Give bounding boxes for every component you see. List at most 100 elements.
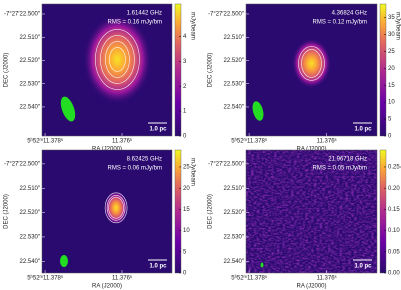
- y-tick-label: -7°27′22.500″: [4, 12, 41, 18]
- colorbar-tick-label: 5: [183, 249, 187, 255]
- colorbar-tick-label: 15: [183, 207, 190, 213]
- y-axis-label: DEC (J2000): [208, 53, 214, 88]
- scalebar-label: 1.0 pc: [354, 264, 372, 270]
- colorbar-tick-label: 0.15: [388, 207, 400, 213]
- rms-label: RMS = 0.12 mJy/bm: [312, 20, 367, 26]
- x-tick-label: 11.376ˢ: [112, 276, 132, 282]
- contour: [106, 195, 126, 221]
- frame: [41, 3, 173, 137]
- colorbar-tick-label: 20: [388, 66, 395, 72]
- rms-label: RMS = 0.05 mJy/bm: [312, 166, 367, 172]
- colorbar-label: mJy/beam: [399, 158, 401, 186]
- y-tick-label: 22.520″: [20, 210, 41, 216]
- y-tick-label: -7°27′22.500″: [4, 161, 41, 167]
- colorbar-tick-label: 25: [388, 49, 395, 55]
- x-tick-label: 5ʰ52ᵐ11.378ˢ: [27, 138, 63, 145]
- contour: [105, 41, 130, 78]
- x-tick-label: 5ʰ52ᵐ11.378ˢ: [231, 138, 267, 145]
- colorbar-tick-label: 30: [388, 32, 395, 38]
- colorbar-label: mJy/beam: [189, 158, 195, 186]
- y-tick-label: 22.510″: [20, 35, 41, 41]
- y-tick-label: 22.530″: [20, 235, 41, 241]
- noise: [246, 150, 377, 273]
- colorbar-tick-label: 0: [183, 271, 187, 277]
- x-axis-label: RA (J2000): [92, 284, 122, 290]
- y-tick-label: 22.520″: [20, 58, 41, 64]
- beam: [260, 262, 264, 268]
- x-axis-label: RA (J2000): [296, 284, 326, 290]
- x-tick-label: 5ʰ52ᵐ11.378ˢ: [231, 275, 267, 282]
- colorbar-tick-label: 0.05: [388, 249, 400, 255]
- y-tick-label: 22.510″: [224, 186, 245, 192]
- scalebar-label: 1.0 pc: [149, 127, 167, 133]
- colorbar-tick-label: 20: [183, 186, 190, 192]
- contour: [298, 46, 325, 81]
- colorbar-label: mJy/beam: [394, 12, 400, 40]
- contour: [109, 47, 126, 72]
- colorbar-tick-label: 1: [183, 109, 187, 115]
- y-tick-label: 22.540″: [20, 259, 41, 265]
- y-axis-label: DEC (J2000): [4, 194, 10, 229]
- y-tick-label: 22.510″: [224, 35, 245, 41]
- contour: [95, 29, 140, 90]
- colorbar-tick-label: 0.00: [388, 271, 400, 277]
- colorbar-tick-label: 0: [388, 134, 392, 140]
- contour: [104, 192, 128, 224]
- y-tick-label: 22.540″: [224, 259, 245, 265]
- x-axis-label: RA (J2000): [296, 147, 326, 153]
- y-tick-label: 22.540″: [224, 105, 245, 111]
- y-tick-label: 22.530″: [224, 235, 245, 241]
- emission: [292, 38, 331, 89]
- colorbar-tick-label: 10: [388, 100, 395, 106]
- frequency-label: 21.96718 GHz: [328, 157, 367, 163]
- colorbar-label: mJy/beam: [189, 12, 195, 40]
- colorbar-tick-label: 35: [388, 15, 395, 21]
- y-axis-label: DEC (J2000): [4, 53, 10, 88]
- frame: [41, 149, 173, 274]
- colorbar-tick-label: 5: [388, 117, 392, 123]
- contour: [108, 197, 124, 219]
- emission: [104, 190, 128, 225]
- frequency-label: 1.61442 GHz: [127, 11, 162, 17]
- panel: 1.0 pc 1.61442 GHz RMS = 0.16 mJy/bm -7°27′…: [4, 3, 195, 153]
- x-tick-label: 11.376ˢ: [112, 139, 132, 145]
- y-tick-label: 22.520″: [224, 210, 245, 216]
- y-tick-label: -7°27′22.500″: [208, 12, 245, 18]
- colorbar: [379, 149, 387, 274]
- colorbar-tick-label: 0.20: [388, 186, 400, 192]
- y-tick-label: -7°27′22.500″: [208, 161, 245, 167]
- colorbar-tick-label: 0.25: [388, 165, 400, 171]
- colorbar: [379, 3, 387, 137]
- frame: [245, 149, 378, 274]
- rms-label: RMS = 0.16 mJy/bm: [107, 20, 162, 26]
- scalebar-label: 1.0 pc: [149, 264, 167, 270]
- colorbar-tick-label: 2: [183, 84, 187, 90]
- panel: 1.0 pc 8.62425 GHz RMS = 0.06 mJy/bm -7°27′…: [4, 149, 195, 290]
- y-tick-label: 22.520″: [224, 58, 245, 64]
- x-axis-label: RA (J2000): [92, 147, 122, 153]
- colorbar-tick-label: 25: [183, 165, 190, 171]
- colorbar-tick-label: 0: [183, 134, 187, 140]
- y-tick-label: 22.510″: [20, 186, 41, 192]
- colorbar-tick-label: 0.10: [388, 228, 400, 234]
- frame: [245, 3, 378, 137]
- frequency-label: 4.36824 GHz: [332, 11, 367, 17]
- colorbar-tick-label: 15: [388, 83, 395, 89]
- y-tick-label: 22.530″: [20, 81, 41, 87]
- scalebar-label: 1.0 pc: [354, 127, 372, 133]
- beam: [60, 255, 68, 267]
- colorbar-tick-label: 10: [183, 228, 190, 234]
- x-tick-label: 11.376ˢ: [317, 139, 337, 145]
- rms-label: RMS = 0.06 mJy/bm: [107, 166, 162, 172]
- y-axis-label: DEC (J2000): [208, 194, 214, 229]
- colorbar-tick-label: 3: [183, 59, 187, 65]
- x-tick-label: 5ʰ52ᵐ11.378ˢ: [27, 275, 63, 282]
- y-tick-label: 22.540″: [20, 105, 41, 111]
- y-tick-label: 22.530″: [224, 81, 245, 87]
- emission: [83, 15, 152, 104]
- beam: [252, 101, 264, 121]
- contour: [301, 49, 322, 78]
- panel: 1.0 pc 21.96718 GHz RMS = 0.05 mJy/bm -7°27…: [208, 149, 401, 290]
- colorbar: [174, 149, 182, 274]
